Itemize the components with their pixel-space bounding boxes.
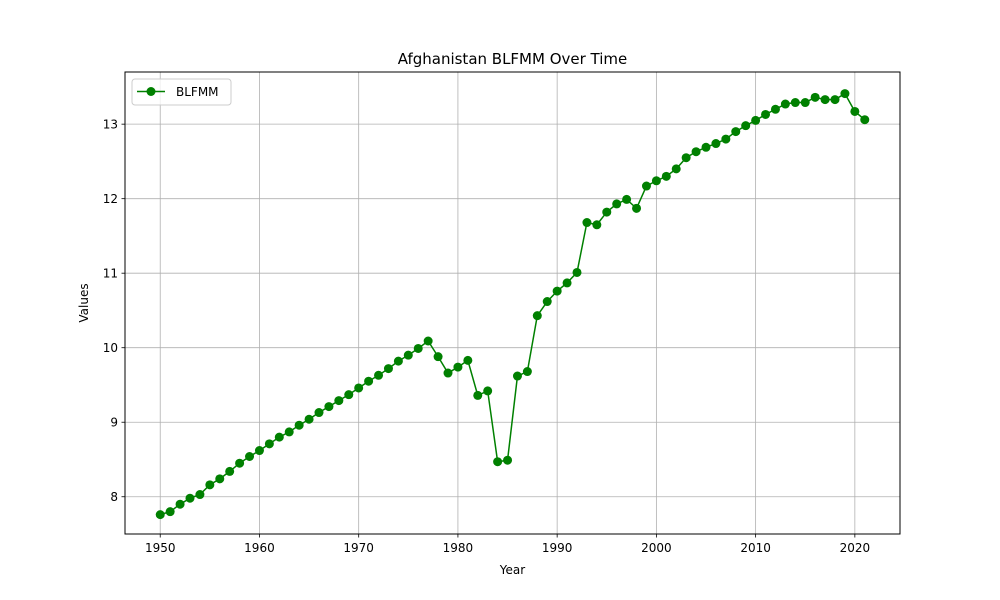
data-point [830, 95, 840, 105]
x-tick-label: 2010 [740, 541, 771, 555]
x-axis-label: Year [499, 563, 525, 577]
x-tick-label: 2020 [840, 541, 871, 555]
data-point [235, 458, 245, 468]
data-point [572, 267, 582, 277]
data-point [840, 89, 850, 99]
data-point [622, 194, 632, 204]
data-point [413, 343, 423, 353]
data-point [314, 408, 324, 418]
data-point [612, 199, 622, 209]
chart-title: Afghanistan BLFMM Over Time [398, 50, 628, 68]
y-tick-label: 10 [103, 341, 118, 355]
data-point [304, 414, 314, 424]
data-point [294, 420, 304, 430]
data-point [780, 99, 790, 109]
x-tick-label: 1990 [542, 541, 573, 555]
data-point [632, 203, 642, 213]
data-point [522, 367, 532, 377]
y-tick-label: 12 [103, 192, 118, 206]
data-point [701, 142, 711, 152]
data-point [592, 220, 602, 230]
data-point [770, 104, 780, 114]
data-point [205, 480, 215, 490]
x-tick-label: 1960 [244, 541, 275, 555]
data-point [641, 181, 651, 191]
plot-frame [124, 71, 901, 535]
legend: BLFMM [131, 78, 232, 106]
data-point [175, 499, 185, 509]
data-point [562, 278, 572, 288]
data-point [453, 362, 463, 372]
axis-ticks: 1950 1960 1970 1980 1990 2000 2010 2020 8 9 10 11 12… [103, 118, 870, 555]
y-tick-label: 8 [110, 490, 118, 504]
data-point [423, 336, 433, 346]
data-point [284, 427, 294, 437]
data-point [334, 396, 344, 406]
data-point [860, 115, 870, 125]
data-point [354, 383, 364, 393]
data-point [691, 147, 701, 157]
data-point [473, 390, 483, 400]
x-tick-label: 1950 [145, 541, 176, 555]
data-point [185, 493, 195, 503]
y-tick-label: 9 [110, 416, 118, 430]
y-tick-label: 13 [103, 118, 118, 132]
data-point [225, 466, 235, 476]
y-axis-label: Values [77, 283, 91, 322]
legend-label: BLFMM [176, 85, 219, 99]
data-point [761, 109, 771, 119]
data-point [264, 439, 274, 449]
data-point [790, 98, 800, 108]
data-point [274, 432, 284, 442]
data-point [820, 95, 830, 105]
data-point [344, 390, 354, 400]
data-point [195, 490, 205, 500]
series-layer [155, 89, 870, 520]
data-point [532, 311, 542, 321]
data-point [383, 364, 393, 374]
data-point [731, 127, 741, 137]
x-tick-label: 2000 [641, 541, 672, 555]
x-tick-label: 1980 [443, 541, 474, 555]
y-tick-label: 11 [103, 267, 118, 281]
data-point [751, 115, 761, 125]
data-point [254, 446, 264, 456]
data-point [403, 350, 413, 360]
data-point [711, 139, 721, 149]
legend-marker-swatch [146, 87, 156, 96]
data-point [463, 355, 473, 365]
data-point [493, 457, 503, 467]
data-point [245, 452, 255, 462]
data-point [503, 455, 513, 465]
data-point [165, 507, 175, 517]
data-point [721, 134, 731, 144]
data-point [582, 218, 592, 228]
data-point [324, 402, 334, 412]
data-point [433, 352, 443, 362]
data-point [661, 171, 671, 181]
data-point [393, 356, 403, 366]
x-tick-label: 1970 [343, 541, 374, 555]
legend-box [131, 78, 232, 106]
data-point [374, 370, 384, 380]
data-point [155, 510, 165, 520]
data-point [552, 286, 562, 296]
data-point [483, 386, 493, 396]
data-point [681, 153, 691, 163]
data-point [512, 371, 522, 381]
data-point [800, 98, 810, 108]
data-point [850, 106, 860, 116]
data-point [810, 92, 820, 102]
data-point [542, 297, 552, 307]
data-point [741, 121, 751, 131]
data-point [671, 164, 681, 174]
data-point [364, 376, 374, 386]
data-point [443, 368, 453, 378]
data-point [651, 176, 661, 186]
data-point [602, 207, 612, 217]
data-point [215, 474, 225, 484]
